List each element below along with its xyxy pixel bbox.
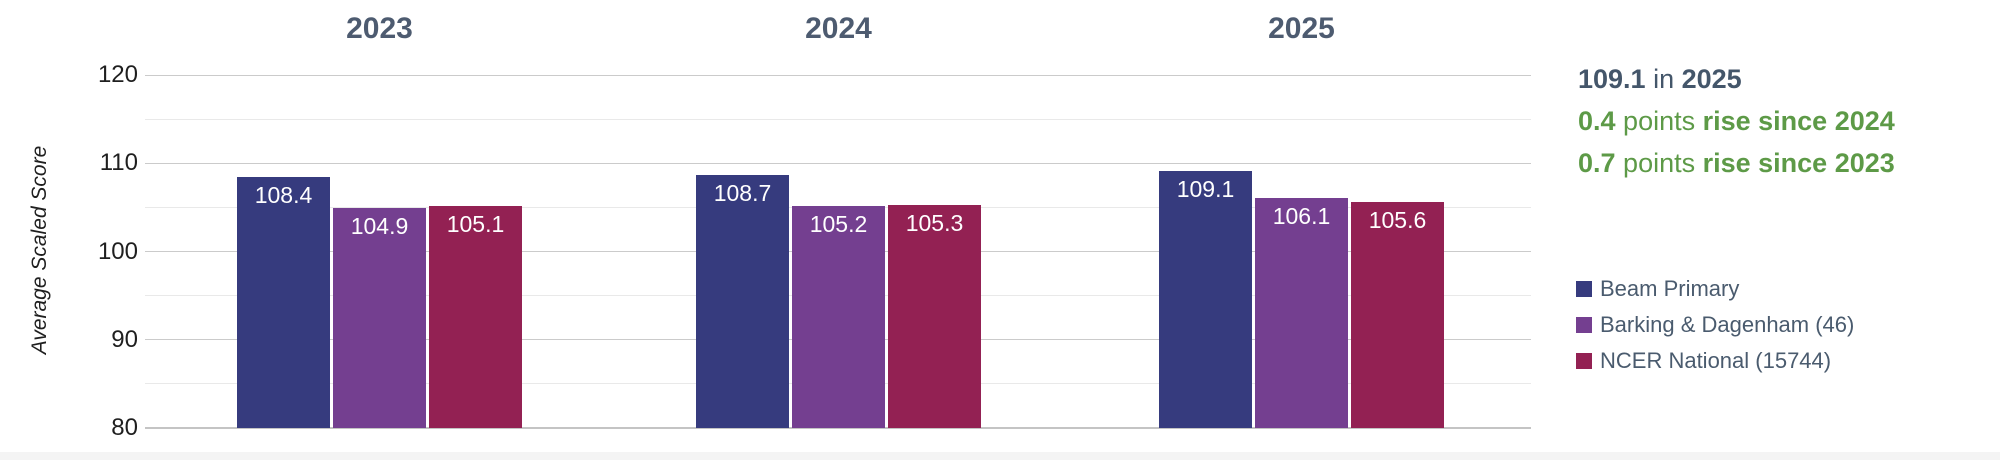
- summary-latest-mid: in: [1645, 64, 1682, 94]
- y-tick-label-100: 100: [97, 237, 138, 265]
- bar-2024-ncer-national-15744: 105.3: [888, 204, 981, 428]
- summary-rise-since-2024: 0.4 points rise since 2024: [1578, 104, 1895, 138]
- bar-value-label: 108.7: [713, 179, 772, 206]
- summary-rise-2024-mid: points: [1615, 106, 1703, 136]
- category-label-2025: 2025: [1268, 12, 1335, 45]
- summary-rise-2023-label: rise since 2023: [1702, 148, 1895, 178]
- legend-label: Beam Primary: [1600, 276, 1740, 301]
- legend-swatch-icon: [1576, 281, 1592, 297]
- legend-item-ncer-national-15744: NCER National (15744): [1576, 348, 1831, 374]
- summary-rise-2024-value: 0.4: [1578, 106, 1616, 136]
- gridline-115: [145, 118, 1531, 120]
- bar-2023-beam-primary: 108.4: [237, 177, 330, 428]
- bar-value-label: 106.1: [1272, 202, 1331, 229]
- gridline-80: [145, 427, 1531, 429]
- bar-2025-ncer-national-15744: 105.6: [1351, 202, 1444, 428]
- bar-2024-beam-primary: 108.7: [696, 174, 789, 428]
- bar-2024-barking-dagenham-46: 105.2: [792, 205, 885, 428]
- y-tick-label-120: 120: [97, 61, 138, 88]
- bar-value-label: 105.3: [905, 209, 964, 236]
- legend-item-barking-dagenham-46: Barking & Dagenham (46): [1576, 312, 1854, 338]
- legend-swatch-icon: [1576, 353, 1592, 369]
- bar-2025-barking-dagenham-46: 106.1: [1255, 197, 1348, 428]
- bar-value-label: 105.6: [1368, 207, 1427, 234]
- bar-value-label: 109.1: [1176, 176, 1235, 203]
- category-label-2024: 2024: [805, 12, 872, 45]
- summary-rise-2023-mid: points: [1615, 148, 1703, 178]
- category-label-2023: 2023: [346, 12, 413, 45]
- bar-2025-beam-primary: 109.1: [1159, 171, 1252, 428]
- summary-latest-value: 109.1: [1578, 64, 1646, 94]
- gridline-110: [145, 162, 1531, 164]
- summary-rise-since-2023: 0.7 points rise since 2023: [1578, 146, 1895, 180]
- summary-rise-2024-label: rise since 2024: [1702, 106, 1895, 136]
- summary-rise-2023-value: 0.7: [1578, 148, 1616, 178]
- bar-value-label: 105.1: [446, 211, 505, 238]
- summary-latest-score: 109.1 in 2025: [1578, 62, 1742, 96]
- legend-item-beam-primary: Beam Primary: [1576, 276, 1739, 302]
- legend-label: NCER National (15744): [1600, 348, 1832, 373]
- y-axis-title: Average Scaled Score: [28, 145, 51, 355]
- gridline-120: [145, 74, 1531, 76]
- y-tick-label-90: 90: [111, 325, 138, 353]
- bar-value-label: 104.9: [350, 213, 409, 240]
- bar-2023-ncer-national-15744: 105.1: [429, 206, 522, 428]
- bar-value-label: 108.4: [254, 182, 313, 209]
- y-tick-label-110: 110: [99, 149, 138, 177]
- bar-2023-barking-dagenham-46: 104.9: [333, 208, 426, 428]
- bottom-strip: [0, 452, 2000, 460]
- y-tick-label-80: 80: [111, 414, 138, 441]
- legend-label: Barking & Dagenham (46): [1600, 312, 1855, 337]
- bar-value-label: 105.2: [809, 210, 868, 237]
- summary-latest-year: 2025: [1681, 64, 1742, 94]
- legend-swatch-icon: [1576, 317, 1592, 333]
